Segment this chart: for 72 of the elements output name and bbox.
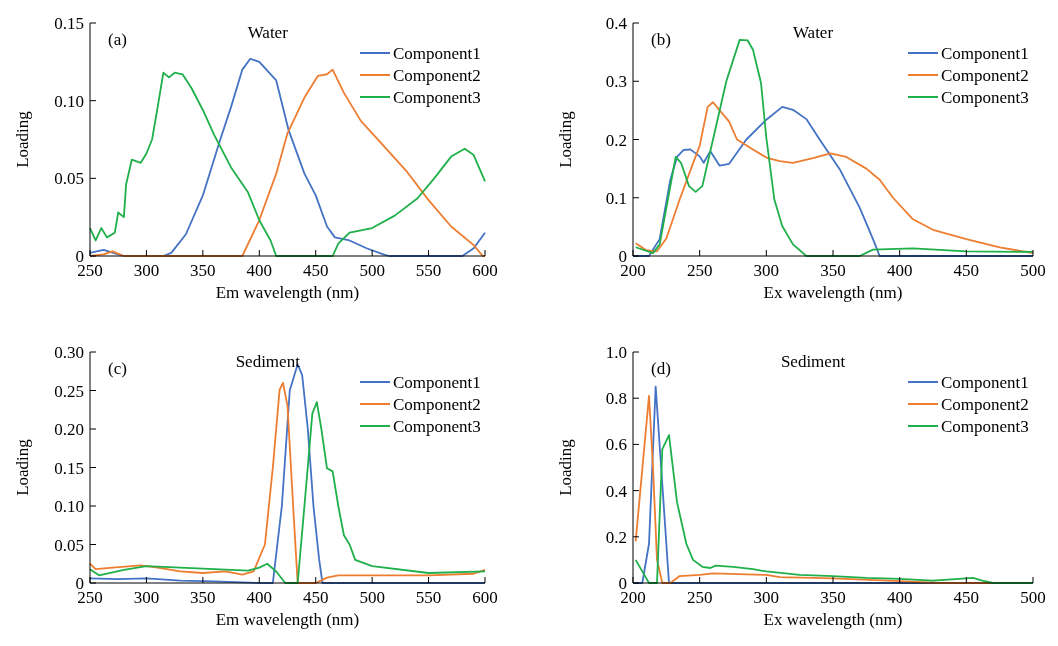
x-tick-label: 450 bbox=[953, 261, 980, 280]
legend-label: Component2 bbox=[393, 66, 481, 85]
legend-label: Component1 bbox=[393, 373, 481, 392]
x-tick-label: 300 bbox=[753, 261, 780, 280]
y-tick-label: 0.10 bbox=[54, 497, 84, 516]
y-tick-label: 0.8 bbox=[605, 389, 627, 409]
x-tick-label: 350 bbox=[820, 261, 846, 280]
chart-title: Water bbox=[247, 23, 289, 42]
x-tick-label: 350 bbox=[190, 261, 216, 280]
x-tick-label: 500 bbox=[1020, 261, 1046, 280]
chart-title: Water bbox=[792, 23, 834, 42]
x-tick-label: 500 bbox=[359, 261, 385, 280]
y-tick-label: 0.1 bbox=[605, 188, 627, 208]
legend-label: Component3 bbox=[941, 88, 1029, 107]
x-axis-title: Ex wavelength (nm) bbox=[763, 283, 903, 302]
y-tick-label: 0.05 bbox=[54, 535, 84, 555]
x-tick-label: 400 bbox=[246, 588, 273, 607]
annotation: (b) bbox=[651, 30, 671, 49]
y-axis-title: Loading bbox=[13, 110, 32, 168]
x-axis-title: Em wavelength (nm) bbox=[215, 283, 360, 302]
legend-label: Component1 bbox=[941, 44, 1029, 63]
y-axis-title: Loading bbox=[13, 438, 32, 496]
y-tick-label: 0.10 bbox=[54, 91, 84, 111]
x-tick-label: 250 bbox=[686, 588, 713, 607]
y-tick-label: 0.05 bbox=[54, 169, 84, 189]
y-tick-label: 0.6 bbox=[605, 435, 627, 455]
x-tick-label: 550 bbox=[415, 261, 442, 280]
annotation: (c) bbox=[108, 359, 127, 378]
chart-title: Sediment bbox=[235, 352, 301, 371]
x-tick-label: 500 bbox=[1020, 588, 1046, 607]
y-tick-label: 0.15 bbox=[54, 458, 84, 478]
x-tick-label: 300 bbox=[133, 261, 160, 280]
x-tick-label: 600 bbox=[472, 261, 498, 280]
y-tick-label: 0.3 bbox=[605, 72, 627, 92]
x-tick-label: 450 bbox=[302, 261, 329, 280]
y-tick-label: 0.20 bbox=[54, 420, 84, 439]
legend-label: Component2 bbox=[941, 395, 1029, 414]
legend-label: Component3 bbox=[941, 417, 1029, 436]
x-tick-label: 500 bbox=[359, 588, 385, 607]
annotation: (a) bbox=[108, 30, 127, 49]
y-axis-title: Loading bbox=[556, 110, 575, 168]
x-axis-title: Em wavelength (nm) bbox=[215, 610, 360, 629]
legend-label: Component3 bbox=[393, 88, 481, 107]
legend-label: Component3 bbox=[393, 417, 481, 436]
annotation: (d) bbox=[651, 359, 671, 378]
y-axis-title: Loading bbox=[556, 438, 575, 496]
x-tick-label: 300 bbox=[753, 588, 780, 607]
x-axis-title: Ex wavelength (nm) bbox=[763, 610, 903, 629]
y-tick-label: 0.30 bbox=[54, 343, 84, 362]
x-tick-label: 250 bbox=[686, 261, 713, 280]
x-tick-label: 400 bbox=[886, 588, 913, 607]
x-tick-label: 300 bbox=[133, 588, 160, 607]
y-tick-label: 0.25 bbox=[54, 381, 84, 401]
x-tick-label: 550 bbox=[415, 588, 442, 607]
legend-label: Component2 bbox=[393, 395, 481, 414]
y-tick-label: 0.15 bbox=[54, 14, 84, 33]
x-tick-label: 450 bbox=[302, 588, 329, 607]
x-tick-label: 400 bbox=[246, 261, 273, 280]
x-tick-label: 600 bbox=[472, 588, 498, 607]
legend-label: Component2 bbox=[941, 66, 1029, 85]
y-tick-label: 0.2 bbox=[605, 130, 627, 150]
y-tick-label: 0.2 bbox=[605, 527, 627, 547]
y-tick-label: 0.4 bbox=[605, 14, 628, 33]
y-tick-label: 0.4 bbox=[605, 481, 628, 501]
legend-label: Component1 bbox=[393, 44, 481, 63]
chart-title: Sediment bbox=[780, 352, 846, 371]
y-tick-label: 1.0 bbox=[605, 343, 627, 362]
x-tick-label: 350 bbox=[820, 588, 846, 607]
x-tick-label: 400 bbox=[886, 261, 913, 280]
x-tick-label: 350 bbox=[190, 588, 216, 607]
x-tick-label: 450 bbox=[953, 588, 980, 607]
legend-label: Component1 bbox=[941, 373, 1029, 392]
